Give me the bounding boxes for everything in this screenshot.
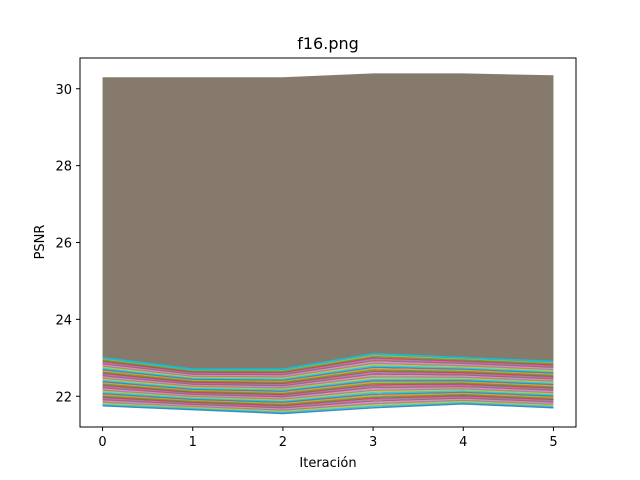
series-line-lower-6 bbox=[102, 361, 554, 377]
x-tick-label: 4 bbox=[459, 435, 467, 450]
x-tick-label: 1 bbox=[189, 435, 197, 450]
series-line-lower-21 bbox=[102, 381, 554, 394]
series-line-lower-39 bbox=[102, 402, 554, 414]
series-line-lower-2 bbox=[102, 355, 554, 373]
series-line-lower-16 bbox=[102, 374, 554, 388]
series-line-lower-17 bbox=[102, 376, 554, 389]
series-line-lower-32 bbox=[102, 394, 554, 406]
series-line-lower-20 bbox=[102, 380, 554, 393]
series-line-lower-8 bbox=[102, 364, 554, 379]
series-line-lower-25 bbox=[102, 385, 554, 398]
series-line-lower-18 bbox=[102, 377, 554, 390]
series-line-lower-15 bbox=[102, 373, 554, 387]
y-tick-label: 26 bbox=[55, 237, 72, 252]
chart-title: f16.png bbox=[297, 34, 359, 53]
y-tick-label: 24 bbox=[55, 313, 72, 328]
series-line-lower-10 bbox=[102, 366, 554, 382]
series-line-lower-13 bbox=[102, 370, 554, 385]
x-tick-label: 3 bbox=[369, 435, 377, 450]
x-tick-label: 5 bbox=[549, 435, 557, 450]
series-line-lower-19 bbox=[102, 378, 554, 392]
series-line-lower-34 bbox=[102, 396, 554, 408]
plot-area bbox=[102, 73, 554, 415]
series-line-lower-26 bbox=[102, 387, 554, 399]
series-line-lower-29 bbox=[102, 390, 554, 403]
series-line-lower-24 bbox=[102, 384, 554, 397]
y-tick-label: 28 bbox=[55, 160, 72, 175]
series-line-lower-37 bbox=[102, 399, 554, 411]
series-line-lower-33 bbox=[102, 395, 554, 407]
series-line-lower-11 bbox=[102, 368, 554, 383]
series-line-lower-28 bbox=[102, 389, 554, 401]
series-band-upper bbox=[102, 73, 554, 370]
series-line-lower-27 bbox=[102, 388, 554, 400]
series-line-lower-9 bbox=[102, 365, 554, 380]
series-line-lower-23 bbox=[102, 383, 554, 396]
series-line-lower-22 bbox=[102, 382, 554, 395]
series-line-lower-1 bbox=[102, 354, 554, 372]
x-axis-label: Iteración bbox=[299, 456, 356, 471]
series-line-lower-5 bbox=[102, 359, 554, 376]
y-tick-label: 30 bbox=[55, 83, 72, 98]
series-line-highlight bbox=[102, 352, 554, 371]
series-line-lower-30 bbox=[102, 391, 554, 404]
series-line-lower-14 bbox=[102, 372, 554, 386]
series-line-lower-4 bbox=[102, 358, 554, 375]
series-line-lower-40 bbox=[102, 403, 554, 415]
series-line-lower-31 bbox=[102, 392, 554, 405]
series-line-lower-7 bbox=[102, 362, 554, 378]
series-line-lower-36 bbox=[102, 398, 554, 410]
series-line-lower-3 bbox=[102, 357, 554, 374]
x-tick-label: 2 bbox=[279, 435, 287, 450]
series-line-lower-38 bbox=[102, 400, 554, 413]
series-line-lower-35 bbox=[102, 397, 554, 409]
x-tick-label: 0 bbox=[98, 435, 106, 450]
series-line-lower-12 bbox=[102, 369, 554, 384]
x-axis: 0 1 2 3 4 5 bbox=[98, 427, 558, 450]
y-tick-label: 22 bbox=[55, 390, 72, 405]
y-axis: 22 24 26 28 30 bbox=[55, 83, 80, 405]
y-axis-label: PSNR bbox=[33, 225, 48, 260]
